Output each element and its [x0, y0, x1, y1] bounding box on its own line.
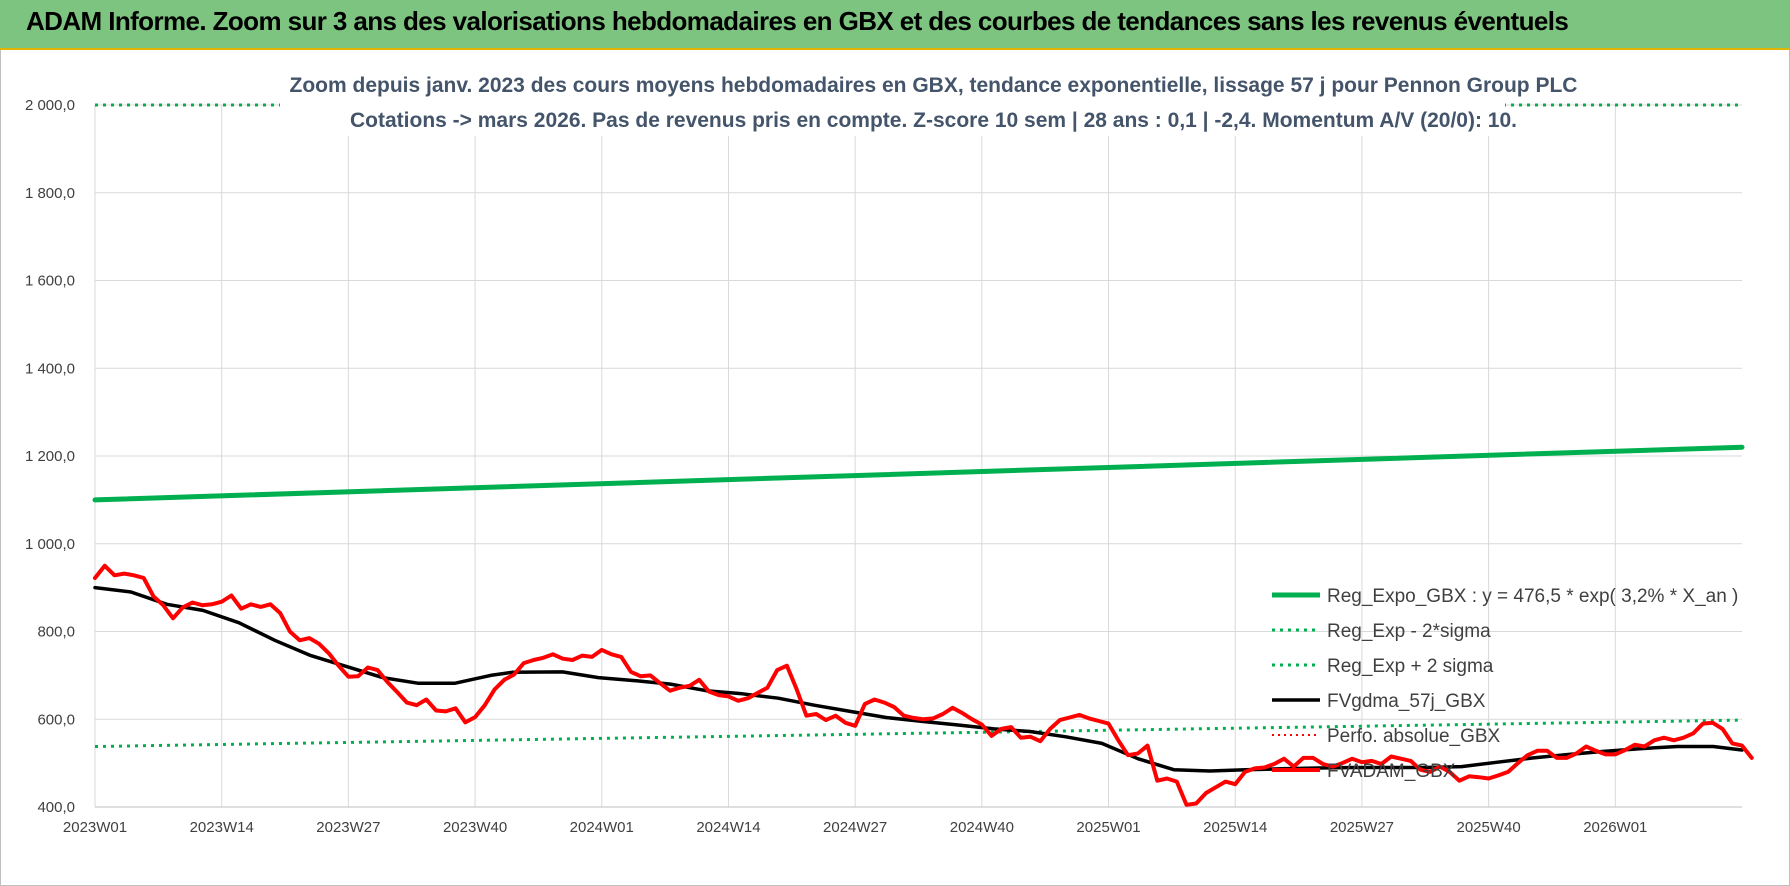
x-tick-label: 2023W27: [316, 819, 380, 836]
legend-label-4: Perfo. absolue_GBX: [1327, 726, 1501, 747]
y-tick-label: 1 800,0: [25, 185, 75, 202]
chart-subtitle: Cotations -> mars 2026. Pas de revenus p…: [350, 109, 1517, 132]
price-trend-chart: Zoom depuis janv. 2023 des cours moyens …: [25, 68, 1754, 836]
series-line-0: [92, 444, 1745, 503]
x-tick-label: 2025W40: [1457, 819, 1521, 836]
series-line-5: [93, 563, 1754, 807]
x-tick-label: 2025W27: [1330, 819, 1394, 836]
chart-title-background: [280, 68, 1505, 136]
y-tick-label: 400,0: [37, 799, 75, 816]
y-tick-label: 800,0: [37, 624, 75, 641]
chart-area: Zoom depuis janv. 2023 des cours moyens …: [0, 50, 1790, 886]
legend-label-1: Reg_Exp - 2*sigma: [1327, 621, 1491, 642]
y-tick-label: 1 000,0: [25, 536, 75, 553]
y-tick-label: 2 000,0: [25, 97, 75, 114]
x-tick-label: 2024W27: [823, 819, 887, 836]
axis-labels: 400,0 600,0 800,0 1 000,0 1 200,0 1 400,0 1 60…: [25, 97, 1647, 836]
x-tick-label: 2023W40: [443, 819, 507, 836]
y-tick-label: 600,0: [37, 711, 75, 728]
chart-title: Zoom depuis janv. 2023 des cours moyens …: [290, 74, 1578, 97]
x-tick-label: 2024W14: [696, 819, 760, 836]
chart-legend: Reg_Expo_GBX : y = 476,5 * exp( 3,2% * X…: [1272, 586, 1738, 782]
report-banner: ADAM Informe. Zoom sur 3 ans des valoris…: [0, 0, 1790, 50]
x-tick-label: 2025W14: [1203, 819, 1267, 836]
chart-title-block: Zoom depuis janv. 2023 des cours moyens …: [280, 68, 1577, 136]
x-tick-label: 2025W01: [1076, 819, 1140, 836]
legend-label-2: Reg_Exp + 2 sigma: [1327, 656, 1494, 677]
y-tick-label: 1 600,0: [25, 273, 75, 290]
y-tick-label: 1 400,0: [25, 360, 75, 377]
y-tick-label: 1 200,0: [25, 448, 75, 465]
legend-label-3: FVgdma_57j_GBX: [1327, 691, 1486, 712]
banner-title: ADAM Informe. Zoom sur 3 ans des valoris…: [26, 6, 1569, 36]
x-tick-label: 2024W01: [570, 819, 634, 836]
legend-label-5: FVADAM_GBX: [1327, 761, 1456, 782]
series-line-3: [93, 585, 1744, 773]
x-tick-label: 2023W14: [190, 819, 254, 836]
x-tick-label: 2023W01: [63, 819, 127, 836]
x-tick-label: 2024W40: [950, 819, 1014, 836]
x-tick-label: 2026W01: [1583, 819, 1647, 836]
series-layer: [92, 103, 1754, 807]
legend-label-0: Reg_Expo_GBX : y = 476,5 * exp( 3,2% * X…: [1327, 586, 1738, 607]
series-line-1: [94, 718, 1743, 748]
